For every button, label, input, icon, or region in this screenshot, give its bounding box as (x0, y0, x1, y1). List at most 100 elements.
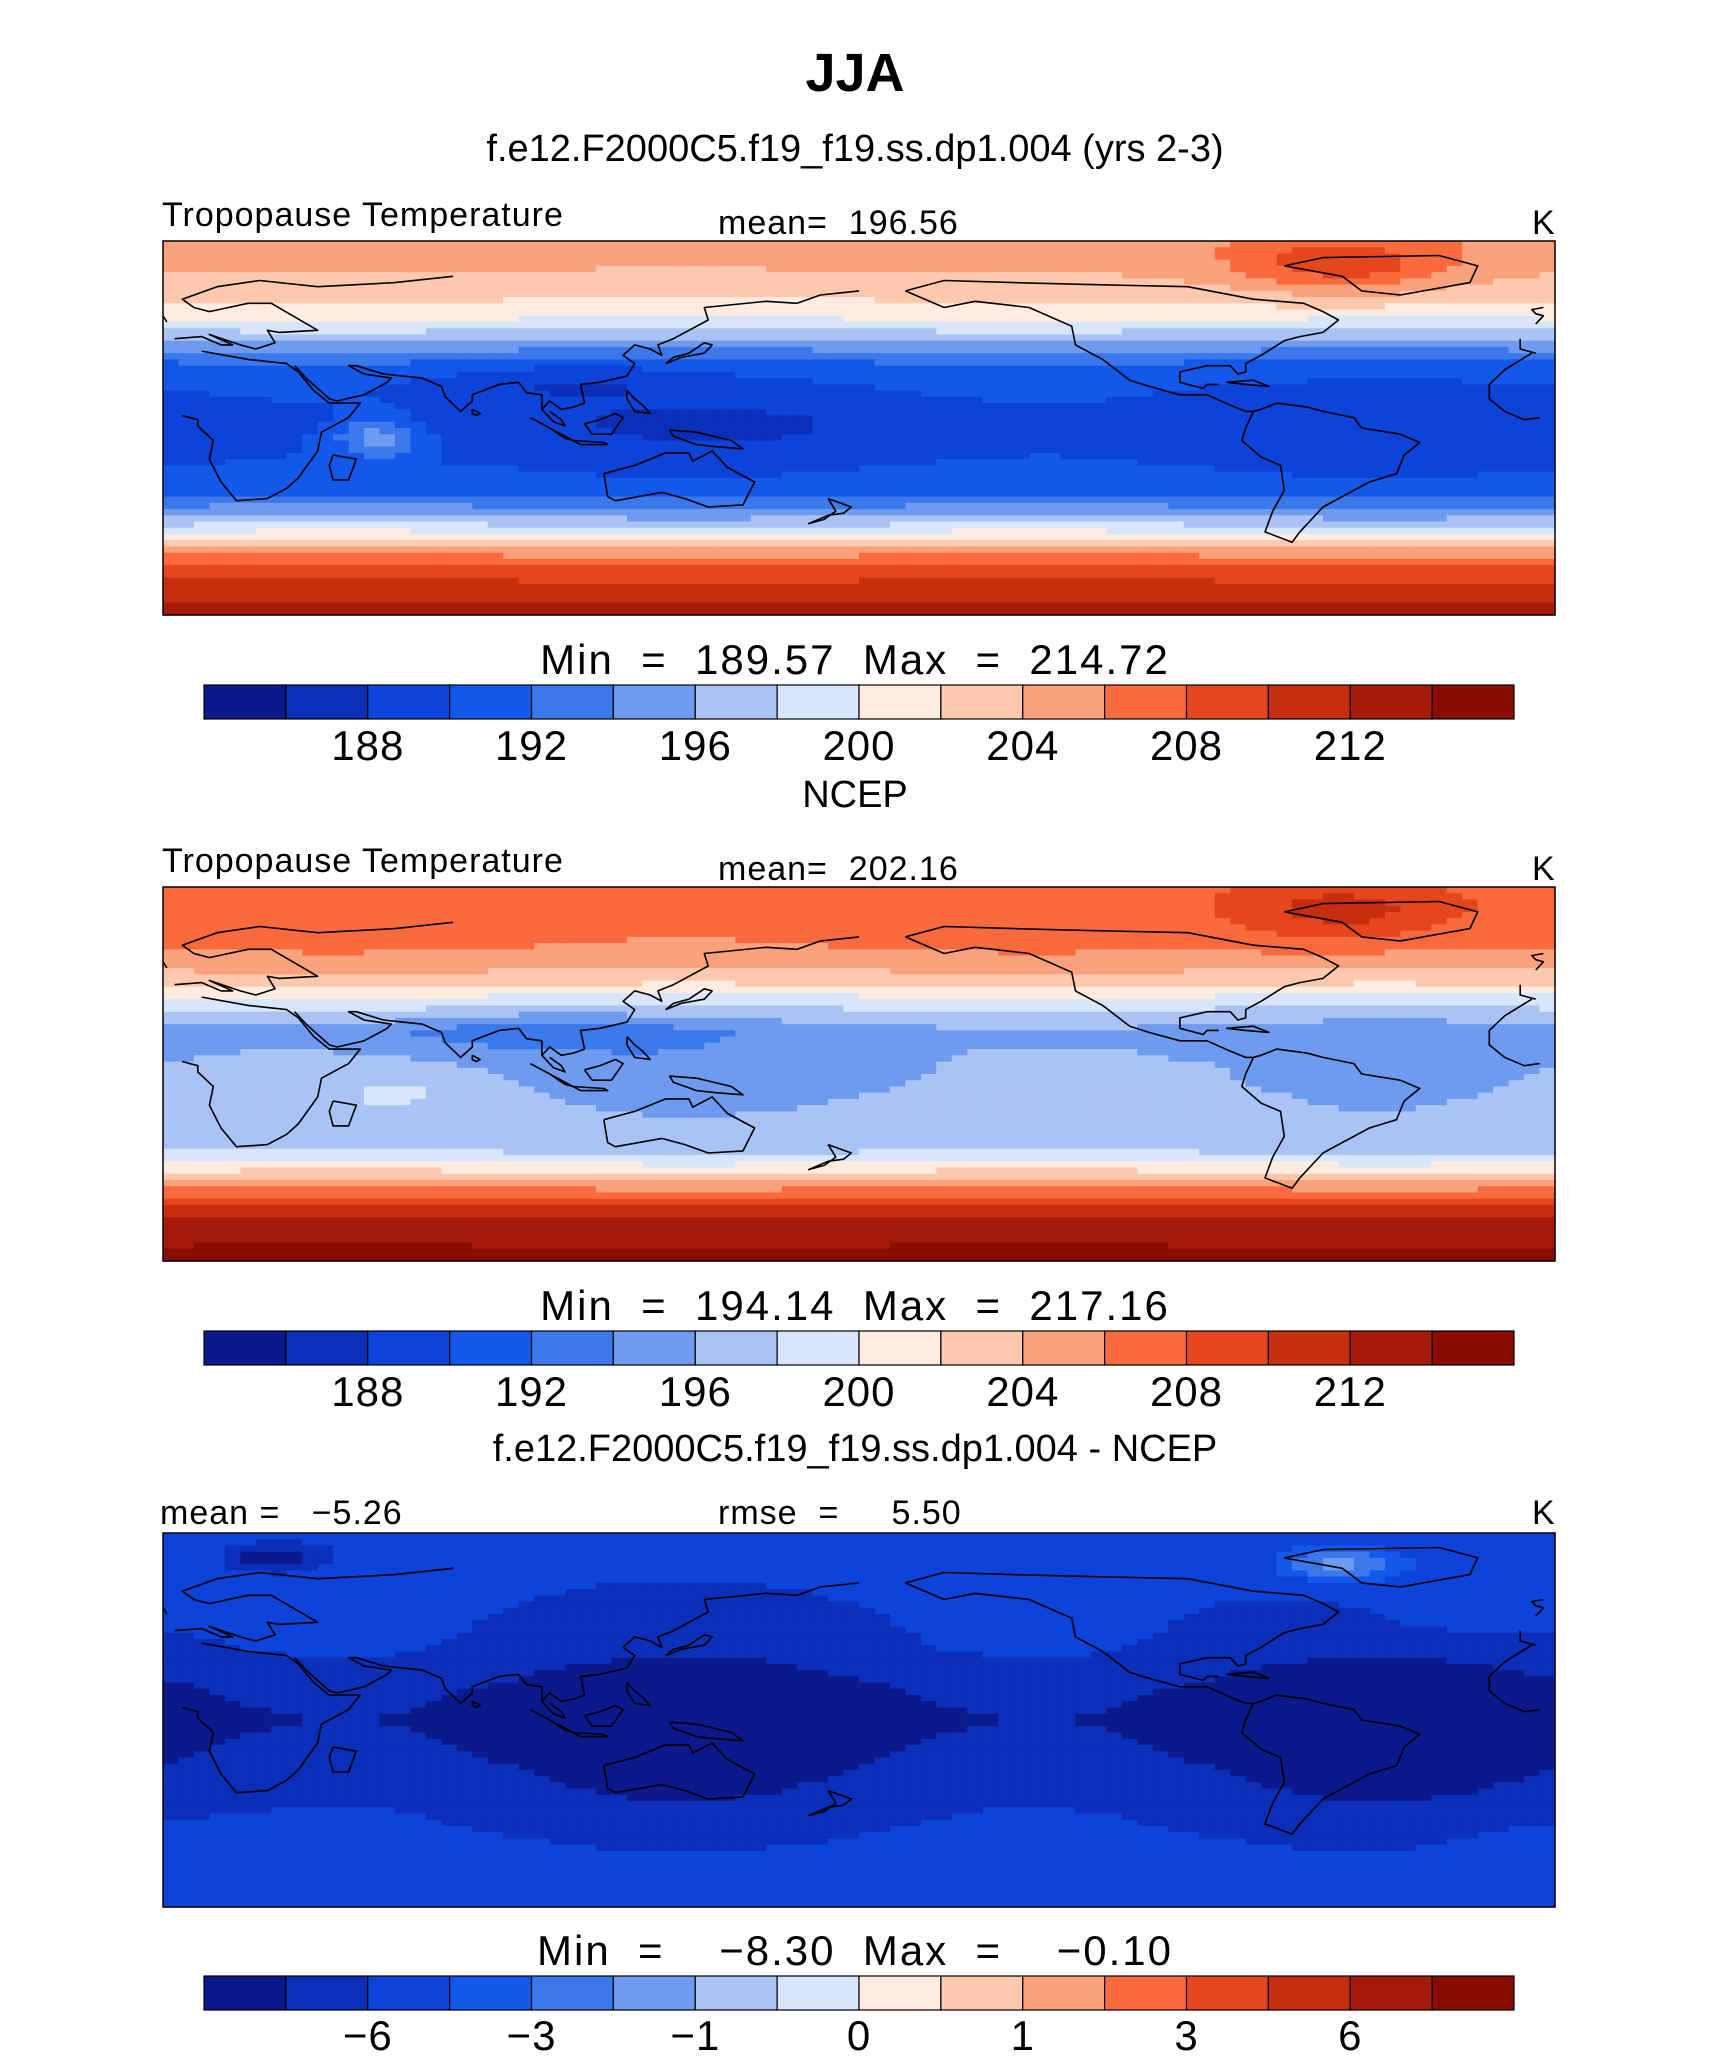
map-cell (657, 284, 674, 292)
map-cell (441, 565, 458, 572)
map-cell (766, 596, 783, 604)
map-cell (395, 303, 412, 311)
map-cell (859, 265, 876, 273)
map-cell (1152, 297, 1169, 304)
map-cell (1307, 315, 1324, 323)
map-cell (812, 259, 829, 267)
map-cell (549, 365, 566, 373)
map-cell (1075, 590, 1092, 597)
map-cell (534, 272, 551, 279)
map-cell (565, 371, 582, 379)
map-cell (627, 477, 644, 485)
map-cell (286, 446, 303, 454)
map-cell (348, 428, 365, 435)
map-cell (271, 247, 288, 255)
map-cell (565, 340, 582, 348)
map-cell (1183, 415, 1200, 423)
map-cell (828, 596, 845, 604)
map-cell (565, 434, 582, 442)
map-cell (333, 540, 350, 548)
map-cell (1431, 546, 1448, 554)
map-cell (487, 596, 504, 604)
map-cell (936, 403, 953, 410)
map-cell (719, 515, 736, 523)
map-cell (967, 583, 984, 591)
map-cell (719, 521, 736, 529)
map-cell (843, 459, 860, 466)
map-cell (1106, 340, 1123, 348)
map-cell (704, 577, 721, 585)
map-cell (1400, 253, 1417, 261)
map-cell (1075, 434, 1092, 442)
map-cell (1013, 428, 1030, 435)
map-cell (549, 496, 566, 504)
map-cell (441, 496, 458, 504)
map-cell (317, 608, 334, 616)
map-cell (1307, 241, 1324, 248)
map-cell (1091, 509, 1108, 516)
map-cell (1214, 608, 1231, 616)
map-cell (395, 509, 412, 516)
map-cell (487, 315, 504, 323)
map-cell (719, 602, 736, 610)
map-cell (255, 608, 272, 616)
map-cell (1060, 309, 1077, 317)
map-cell (580, 297, 597, 304)
map-cell (704, 390, 721, 398)
map-cell (859, 496, 876, 504)
map-cell (240, 315, 257, 323)
map-cell (1013, 446, 1030, 454)
map-cell (456, 521, 473, 529)
map-cell (874, 552, 891, 560)
map-cell (1276, 315, 1293, 323)
map-cell (395, 471, 412, 479)
map-cell (627, 403, 644, 410)
map-cell (487, 309, 504, 317)
map-cell (580, 533, 597, 541)
map-cell (812, 396, 829, 404)
map-cell (333, 421, 350, 429)
map-cell (1013, 359, 1030, 367)
map-cell (1106, 577, 1123, 585)
map-cell (1353, 471, 1370, 479)
map-cell (193, 409, 210, 417)
map-cell (688, 608, 705, 616)
map-cell (1369, 278, 1386, 286)
map-cell (797, 241, 814, 248)
map-cell (518, 403, 535, 410)
map-cell (209, 452, 226, 460)
map-cell (317, 558, 334, 566)
map-cell (348, 241, 365, 248)
map-cell (1415, 434, 1432, 442)
map-cell (843, 247, 860, 255)
map-cell (642, 322, 659, 329)
map-cell (828, 484, 845, 491)
map-cell (1384, 602, 1401, 610)
map-cell (1307, 322, 1324, 329)
map-cell (255, 602, 272, 610)
map-cell (1044, 259, 1061, 267)
map-cell (503, 440, 520, 448)
map-cell (828, 415, 845, 423)
map-cell (750, 284, 767, 292)
map-cell (317, 602, 334, 610)
map-cell (905, 459, 922, 466)
map-cell (333, 459, 350, 466)
map-cell (534, 596, 551, 604)
map-cell (982, 552, 999, 560)
map-cell (580, 403, 597, 410)
map-cell (1168, 247, 1185, 255)
map-cell (1137, 378, 1154, 385)
map-cell (456, 421, 473, 429)
map-cell (1323, 247, 1340, 255)
map-cell (580, 596, 597, 604)
map-cell (240, 265, 257, 273)
map-cell (750, 496, 767, 504)
map-cell (1276, 596, 1293, 604)
map-cell (395, 353, 412, 361)
map-cell (333, 322, 350, 329)
map-cell (549, 608, 566, 616)
map-cell (1029, 409, 1046, 417)
map-cell (1029, 577, 1046, 585)
map-cell (580, 346, 597, 354)
